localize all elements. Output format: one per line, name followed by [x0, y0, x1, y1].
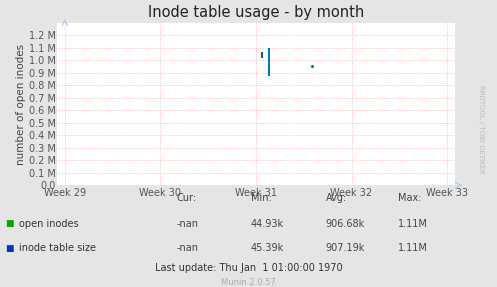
Text: 906.68k: 906.68k	[326, 219, 365, 229]
Text: Min:: Min:	[251, 193, 272, 203]
Text: 45.39k: 45.39k	[251, 243, 284, 253]
Text: open inodes: open inodes	[19, 219, 79, 229]
Y-axis label: number of open inodes: number of open inodes	[16, 43, 26, 165]
Text: inode table size: inode table size	[19, 243, 96, 253]
Text: Avg:: Avg:	[326, 193, 347, 203]
Text: 907.19k: 907.19k	[326, 243, 365, 253]
Text: 44.93k: 44.93k	[251, 219, 284, 229]
Text: Cur:: Cur:	[176, 193, 196, 203]
Text: Munin 2.0.57: Munin 2.0.57	[221, 278, 276, 287]
Text: 1.11M: 1.11M	[398, 219, 427, 229]
Text: ■: ■	[5, 244, 13, 253]
Text: Max:: Max:	[398, 193, 421, 203]
Text: Last update: Thu Jan  1 01:00:00 1970: Last update: Thu Jan 1 01:00:00 1970	[155, 263, 342, 273]
Title: Inode table usage - by month: Inode table usage - by month	[148, 5, 364, 20]
Text: -nan: -nan	[176, 243, 198, 253]
Text: ■: ■	[5, 219, 13, 228]
Text: 1.11M: 1.11M	[398, 243, 427, 253]
Text: -nan: -nan	[176, 219, 198, 229]
Text: RRDTOOL / TOBI OETIKER: RRDTOOL / TOBI OETIKER	[478, 85, 485, 174]
